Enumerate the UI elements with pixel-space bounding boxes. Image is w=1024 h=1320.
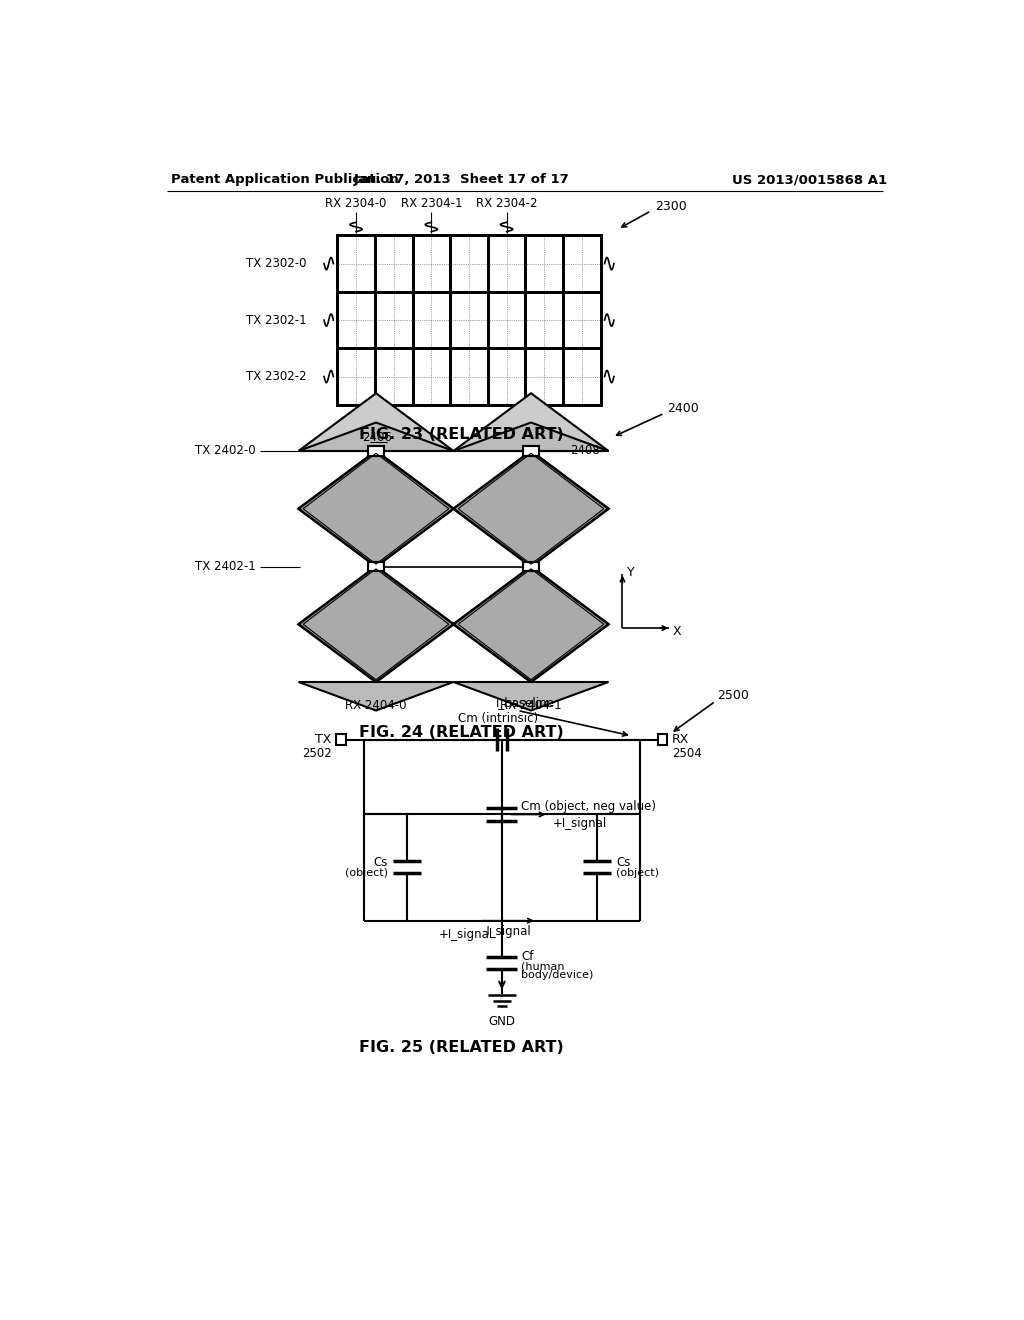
Text: Y: Y [627,566,635,579]
Bar [369,562,384,572]
Polygon shape [454,422,608,451]
Bar [451,235,487,405]
Text: US 2013/0015868 A1: US 2013/0015868 A1 [732,173,888,186]
Text: FIG. 24 (RELATED ART): FIG. 24 (RELATED ART) [358,725,563,739]
Polygon shape [454,624,608,682]
Bar [369,562,384,572]
Text: +I_signal: +I_signal [438,928,493,941]
Text: RX 2404-0: RX 2404-0 [345,700,407,711]
Bar [487,235,525,405]
Bar [337,348,601,405]
Bar [658,734,668,744]
Text: TX 2302-1: TX 2302-1 [246,314,306,326]
Polygon shape [299,422,454,451]
Text: body/device): body/device) [521,970,594,981]
Text: RX: RX [672,733,689,746]
Bar [369,446,384,455]
Text: 2408: 2408 [569,445,599,458]
Polygon shape [299,451,454,566]
Bar [523,446,539,455]
Bar [337,734,346,744]
Bar [523,562,539,572]
Text: 2502: 2502 [302,747,332,760]
Bar [563,235,601,405]
Text: Jan. 17, 2013  Sheet 17 of 17: Jan. 17, 2013 Sheet 17 of 17 [353,173,569,186]
Polygon shape [299,451,454,508]
Text: Cm (object, neg value): Cm (object, neg value) [521,800,656,813]
Polygon shape [454,566,608,624]
Bar [337,292,601,348]
Text: 2406: 2406 [362,430,392,444]
Text: (object): (object) [616,869,659,878]
Text: Cs: Cs [374,857,388,870]
Polygon shape [454,393,608,451]
Text: Cm (intrinsic): Cm (intrinsic) [458,711,539,725]
Polygon shape [454,508,608,566]
Polygon shape [299,508,454,566]
Text: X: X [673,626,681,639]
Text: TX 2402-0: TX 2402-0 [196,445,256,458]
Bar [523,562,539,572]
Text: I_baseline: I_baseline [496,696,555,709]
Text: GND: GND [488,1015,515,1028]
Text: -I_signal: -I_signal [482,925,531,939]
Text: Patent Application Publication: Patent Application Publication [171,173,398,186]
Text: TX 2302-2: TX 2302-2 [246,370,306,383]
Polygon shape [454,682,608,710]
Text: TX: TX [315,733,332,746]
Bar [525,235,563,405]
Text: 2504: 2504 [672,747,701,760]
Text: RX 2404-1: RX 2404-1 [500,700,562,711]
Text: FIG. 25 (RELATED ART): FIG. 25 (RELATED ART) [358,1040,563,1055]
Polygon shape [299,682,454,710]
Polygon shape [454,566,608,682]
Polygon shape [299,624,454,682]
Polygon shape [454,451,608,566]
Text: +I_signal: +I_signal [552,817,606,830]
Bar [337,235,375,405]
Text: (human: (human [521,961,565,972]
Polygon shape [299,566,454,624]
Text: Cs: Cs [616,857,631,870]
Text: 2300: 2300 [655,199,687,213]
Bar [413,235,451,405]
Bar [375,235,413,405]
Text: Cf: Cf [521,950,534,964]
Text: (object): (object) [345,869,388,878]
Polygon shape [299,393,454,451]
Polygon shape [299,566,454,682]
Text: FIG. 23 (RELATED ART): FIG. 23 (RELATED ART) [358,426,563,442]
Text: RX 2304-0: RX 2304-0 [326,197,387,210]
Text: RX 2304-2: RX 2304-2 [476,197,538,210]
Bar [523,446,539,455]
Text: 2400: 2400 [667,403,698,416]
Polygon shape [454,451,608,508]
Bar [369,446,384,455]
Text: RX 2304-1: RX 2304-1 [400,197,462,210]
Text: TX 2302-0: TX 2302-0 [246,257,306,271]
Bar [337,235,601,292]
Text: TX 2402-1: TX 2402-1 [196,560,256,573]
Text: 2500: 2500 [717,689,749,702]
